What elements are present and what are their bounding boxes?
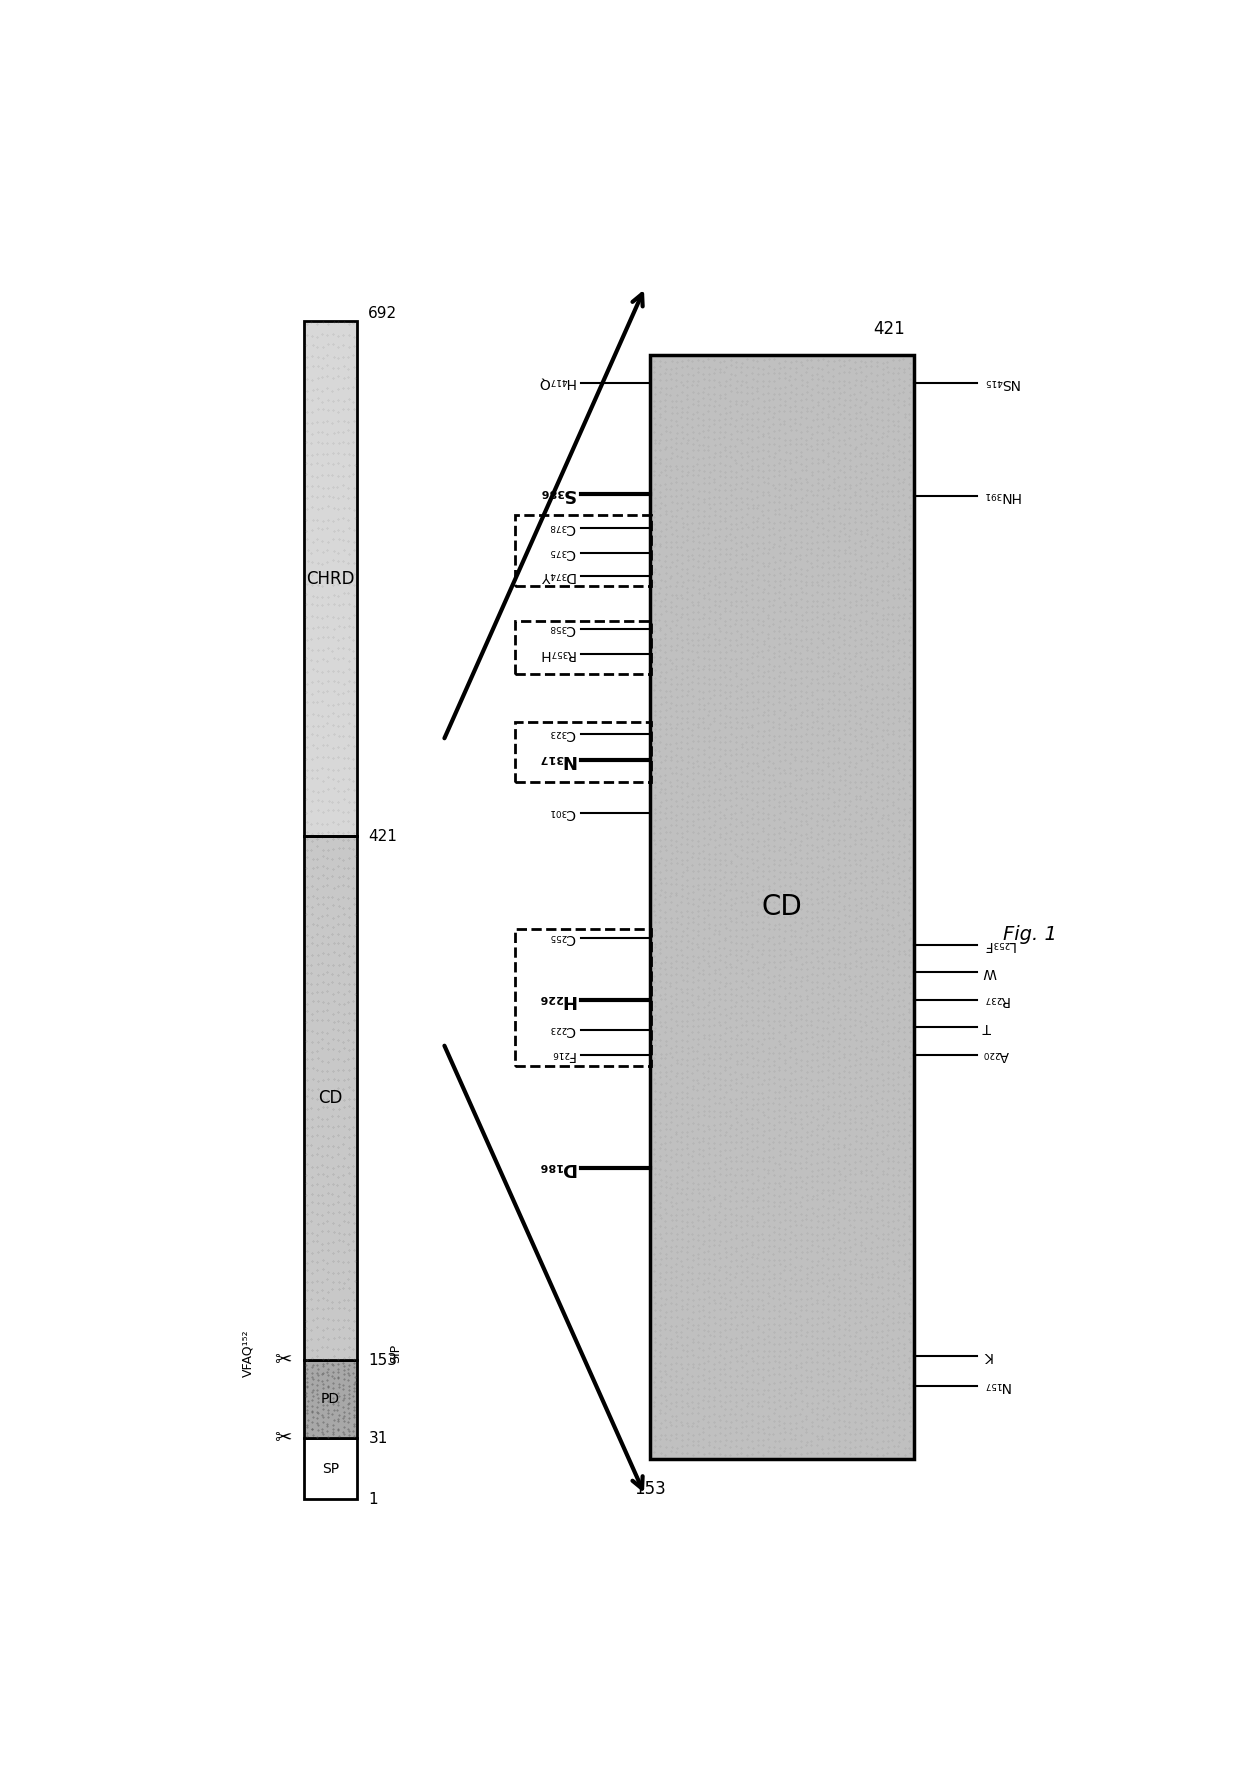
Text: 31: 31: [368, 1431, 388, 1445]
Text: Fig. 1: Fig. 1: [1003, 925, 1056, 943]
Text: 1: 1: [368, 1491, 378, 1507]
Bar: [304, 837, 357, 1360]
Bar: [304, 837, 357, 1360]
Text: C₂₅₅: C₂₅₅: [549, 930, 575, 945]
Text: W: W: [982, 966, 996, 980]
Text: C₃₇₅: C₃₇₅: [548, 547, 575, 559]
Text: PD: PD: [321, 1392, 340, 1406]
Text: SP: SP: [322, 1461, 339, 1475]
Text: CHRD: CHRD: [306, 570, 355, 587]
Text: N₁₅₇: N₁₅₇: [982, 1380, 1009, 1394]
Bar: [304, 322, 357, 837]
Text: K: K: [982, 1350, 992, 1364]
Text: CD: CD: [761, 893, 802, 922]
Text: 421: 421: [873, 320, 905, 338]
Bar: [516, 621, 651, 674]
Text: D₃₇₄Y: D₃₇₄Y: [539, 570, 575, 584]
Bar: [516, 722, 651, 782]
Text: R₃₅₇H: R₃₅₇H: [538, 647, 575, 660]
Bar: [304, 1438, 357, 1500]
Text: H₂₂₆: H₂₂₆: [537, 991, 575, 1008]
Text: D₁₈₆: D₁₈₆: [537, 1159, 575, 1178]
Text: C₃₂₃: C₃₂₃: [548, 727, 575, 741]
Text: VFAQ¹⁵²: VFAQ¹⁵²: [242, 1330, 254, 1378]
Text: A₂₂₀: A₂₂₀: [982, 1049, 1008, 1063]
Bar: [516, 929, 651, 1067]
Text: R₂₃₇: R₂₃₇: [982, 992, 1009, 1007]
Text: C₃₀₁: C₃₀₁: [548, 807, 575, 821]
Text: HN₃₉₁: HN₃₉₁: [982, 488, 1021, 502]
Bar: [304, 1360, 357, 1438]
Text: SIP: SIP: [389, 1344, 402, 1364]
Bar: [650, 356, 914, 1459]
Text: 153: 153: [368, 1353, 397, 1367]
Text: 421: 421: [368, 828, 397, 844]
Text: ✂: ✂: [274, 1350, 291, 1371]
Text: CD: CD: [319, 1090, 342, 1107]
Text: ✂: ✂: [274, 1428, 291, 1449]
Text: C₃₇₈: C₃₇₈: [548, 522, 575, 536]
Text: H₄₁₇Q: H₄₁₇Q: [537, 375, 575, 389]
Text: L₂₅₃F: L₂₅₃F: [982, 938, 1014, 952]
Bar: [304, 1360, 357, 1438]
Text: C₂₂₃: C₂₂₃: [548, 1022, 575, 1037]
Text: S₃₈₆: S₃₈₆: [538, 485, 575, 502]
Bar: [516, 515, 651, 586]
Text: N₃₁₇: N₃₁₇: [537, 750, 575, 770]
Text: NS₄₁₅: NS₄₁₅: [982, 375, 1018, 389]
Bar: [304, 322, 357, 837]
Text: F₂₁₆: F₂₁₆: [551, 1049, 575, 1063]
Text: C₃₅₈: C₃₅₈: [548, 623, 575, 637]
Text: T: T: [982, 1021, 991, 1033]
Text: 692: 692: [368, 306, 398, 322]
Bar: [650, 356, 914, 1459]
Text: 153: 153: [634, 1481, 666, 1498]
